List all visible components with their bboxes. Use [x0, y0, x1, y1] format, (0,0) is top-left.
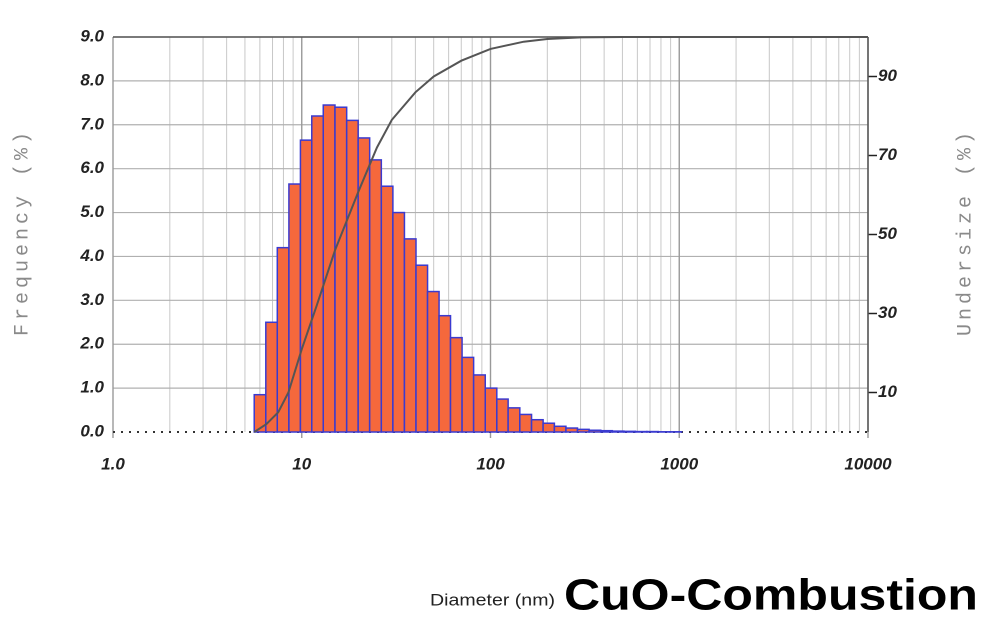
x-axis-label: Diameter (nm) — [430, 590, 555, 609]
y-tick-label: 1.0 — [80, 378, 104, 397]
x-tick-label: 1000 — [660, 454, 698, 473]
y-tick-label: 2.0 — [79, 334, 104, 353]
y-tick-label: 9.0 — [80, 26, 104, 45]
y-tick-label: 7.0 — [80, 114, 104, 133]
bar — [334, 106, 348, 433]
bar — [600, 429, 614, 433]
bar — [403, 238, 417, 433]
bar — [438, 314, 452, 433]
x-tick-label: 10000 — [844, 454, 892, 473]
bar — [415, 264, 429, 433]
bar — [484, 387, 498, 433]
y-tick-label: 0.0 — [80, 421, 104, 440]
y2-tick-label: 70 — [878, 145, 897, 164]
bar — [588, 429, 602, 433]
y-tick-label: 3.0 — [80, 290, 104, 309]
y-tick-label: 4.0 — [79, 246, 104, 265]
bar — [311, 115, 325, 433]
y2-tick-label: 90 — [878, 66, 897, 85]
bar — [496, 398, 509, 433]
y-tick-label: 5.0 — [80, 202, 104, 221]
annotation: CuO-Combustion — [564, 571, 978, 620]
bar — [530, 418, 544, 433]
bar — [392, 211, 406, 433]
bar — [542, 422, 556, 433]
bar — [380, 185, 394, 433]
y2-tick-label: 50 — [878, 224, 897, 243]
bar — [576, 428, 590, 433]
bar — [461, 356, 475, 433]
bar — [345, 119, 359, 433]
y-axis-label: Frequency (%) — [11, 128, 34, 336]
bar — [565, 427, 579, 433]
y-tick-label: 8.0 — [80, 70, 104, 89]
y2-tick-label: 10 — [878, 382, 897, 401]
bar — [553, 425, 567, 433]
y2-axis-label: Undersize (%) — [954, 128, 977, 336]
bar — [299, 139, 313, 433]
bar — [426, 290, 440, 433]
y2-tick-label: 30 — [878, 303, 897, 322]
bar — [611, 430, 625, 433]
bar — [449, 336, 463, 433]
bar — [507, 407, 521, 433]
x-tick-label: 100 — [476, 454, 505, 473]
bar — [288, 183, 302, 433]
bar — [472, 374, 487, 433]
bar — [368, 159, 383, 433]
bar — [623, 430, 637, 433]
cumulative-line — [253, 36, 868, 433]
bar — [519, 413, 533, 433]
x-tick-label: 1.0 — [101, 454, 125, 473]
bar — [357, 137, 371, 433]
y-tick-label: 6.0 — [80, 158, 104, 177]
x-tick-label: 10 — [292, 454, 311, 473]
